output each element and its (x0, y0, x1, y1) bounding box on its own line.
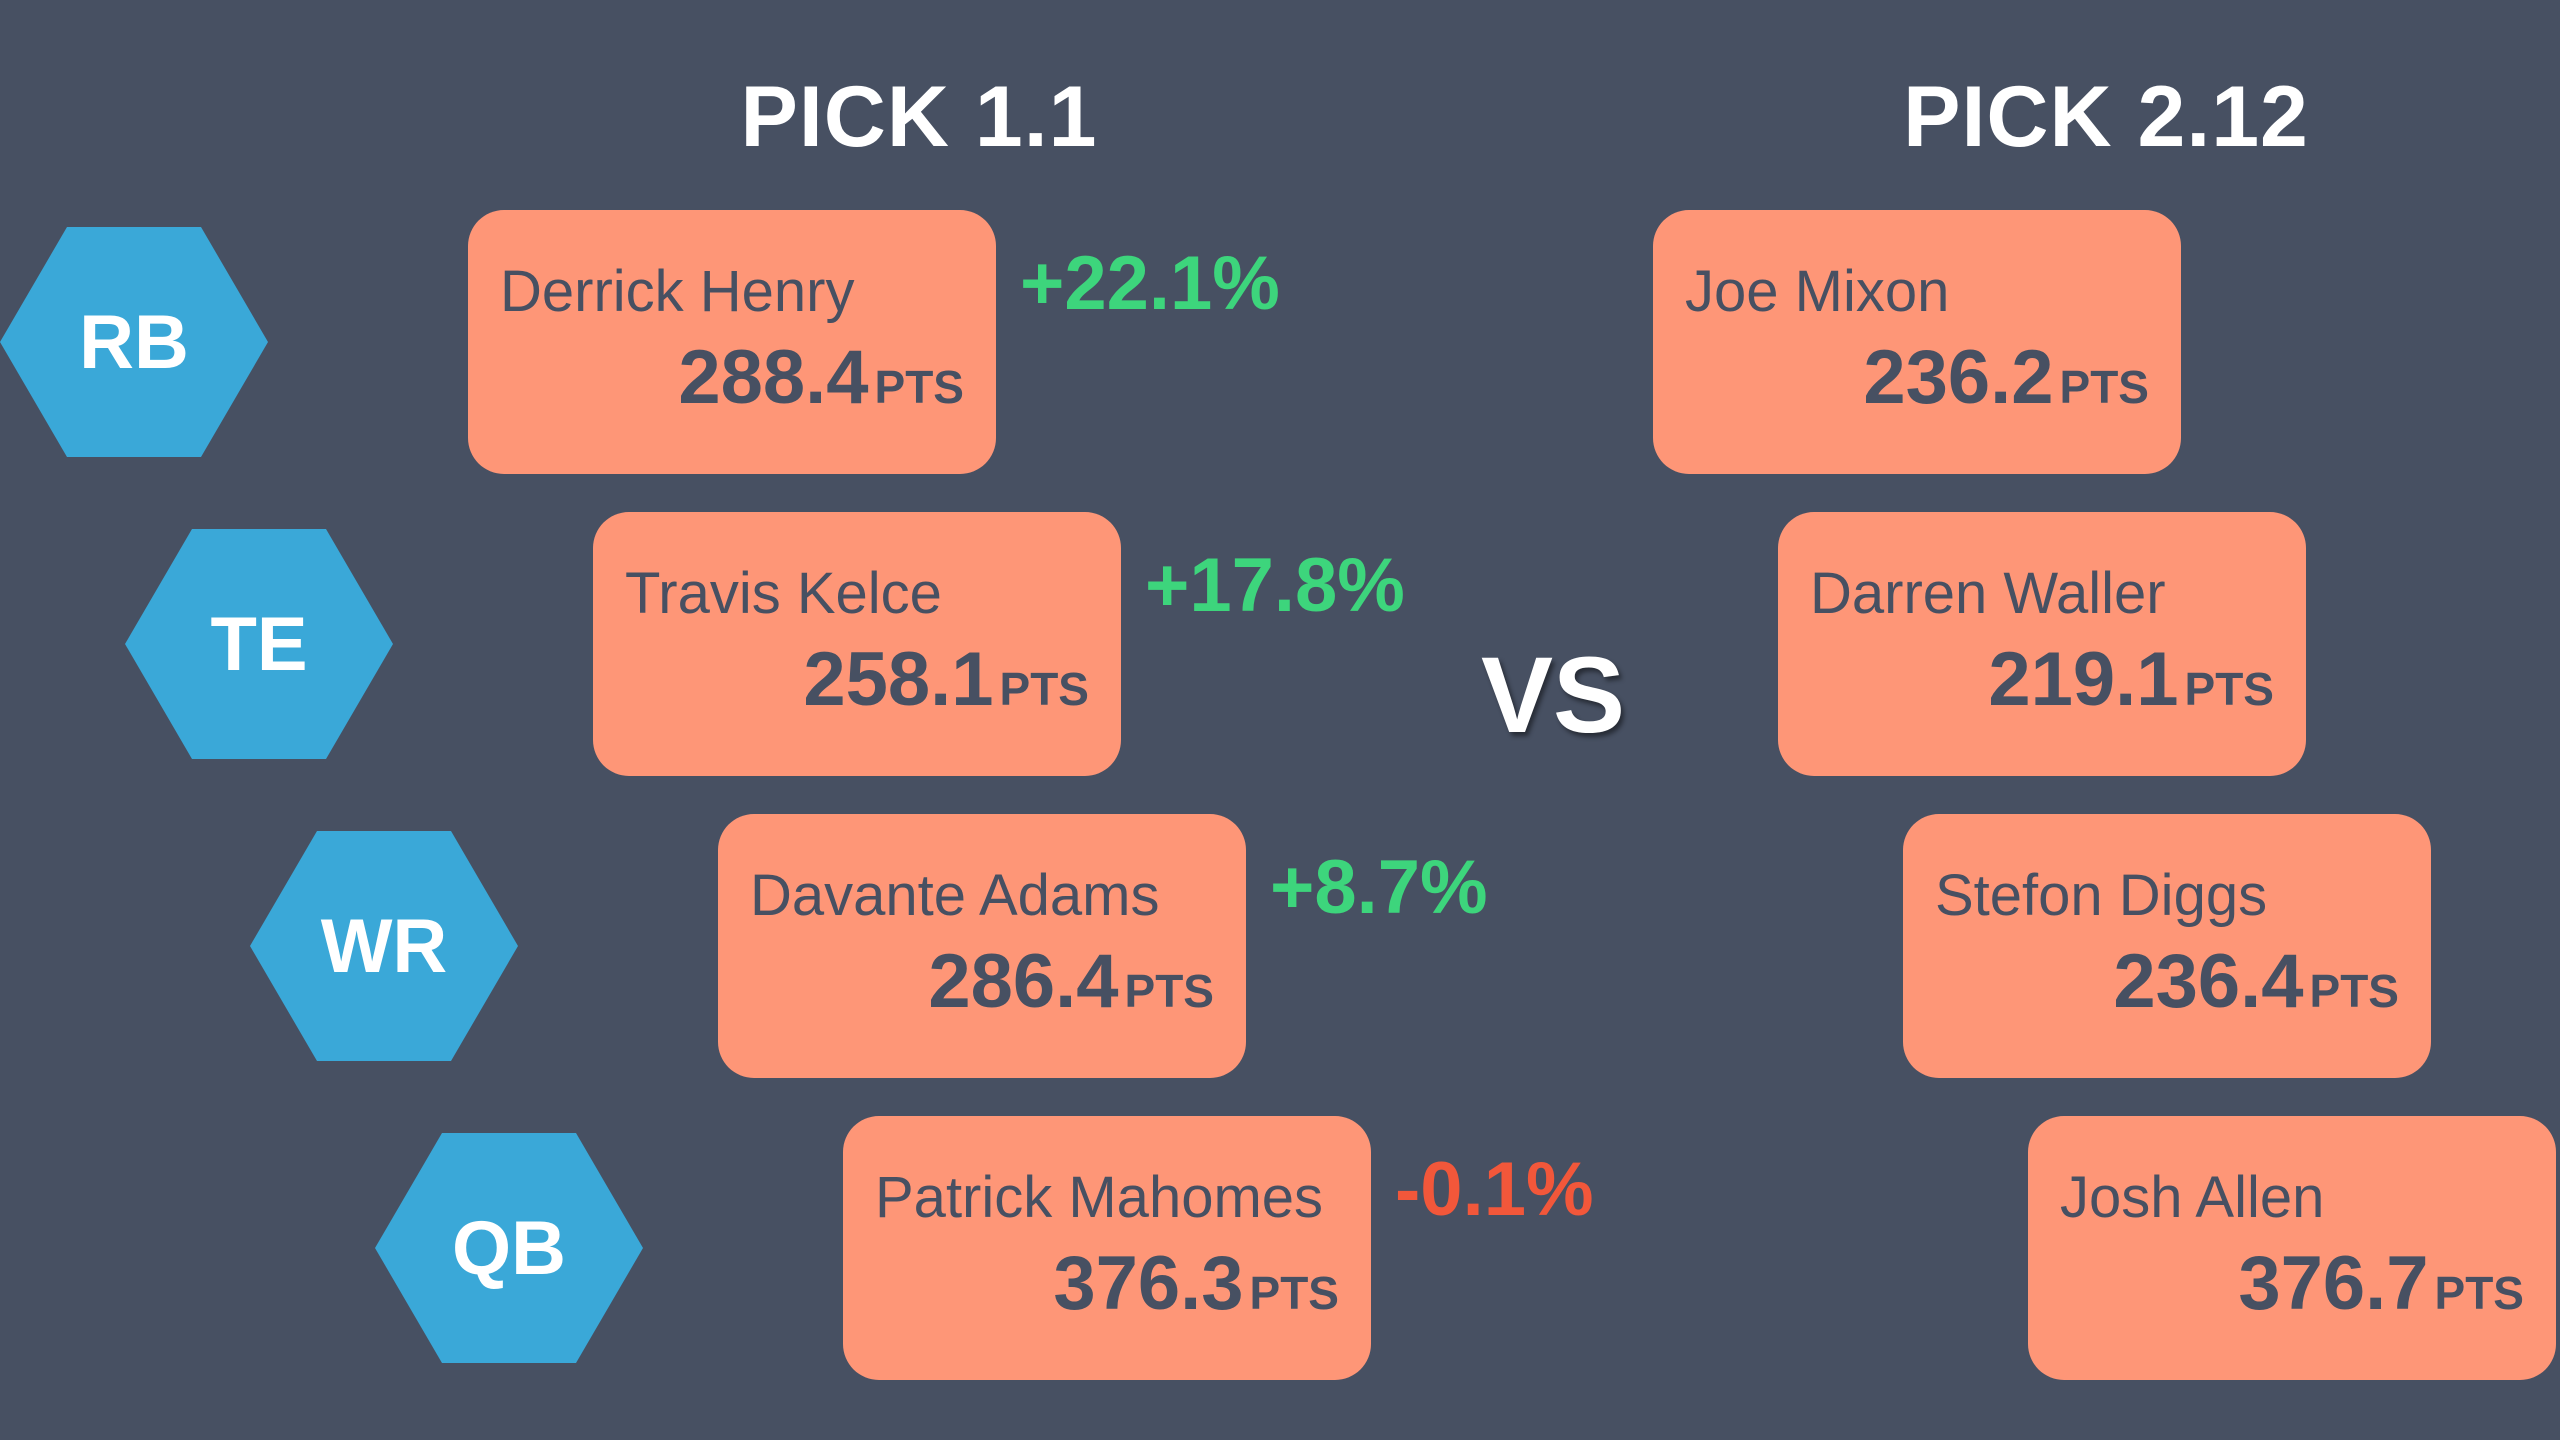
points-difference: +8.7% (1270, 845, 1488, 930)
player-name: Derrick Henry (500, 259, 855, 324)
player-points: 258.1 PTS (803, 636, 1089, 723)
position-hexagon-rb: RB (0, 227, 268, 457)
points-unit: PTS (999, 663, 1089, 715)
player-points: 288.4 PTS (678, 334, 964, 421)
player-points: 376.3 PTS (1053, 1240, 1339, 1327)
points-value: 376.7 (2238, 1241, 2429, 1326)
player-name: Darren Waller (1810, 561, 2166, 626)
right-player-card: Darren Waller 219.1 PTS (1778, 512, 2306, 776)
player-points: 376.7 PTS (2238, 1240, 2524, 1327)
points-value: 236.4 (2113, 939, 2304, 1024)
position-label: QB (452, 1205, 566, 1291)
player-name: Josh Allen (2060, 1165, 2325, 1230)
points-value: 219.1 (1988, 637, 2179, 722)
points-difference: -0.1% (1395, 1147, 1594, 1232)
left-player-card: Patrick Mahomes 376.3 PTS (843, 1116, 1371, 1380)
player-points: 236.2 PTS (1863, 334, 2149, 421)
player-points: 236.4 PTS (2113, 938, 2399, 1025)
points-value: 286.4 (928, 939, 1119, 1024)
position-hexagon-te: TE (125, 529, 393, 759)
player-points: 219.1 PTS (1988, 636, 2274, 723)
player-name: Patrick Mahomes (875, 1165, 1324, 1230)
player-name: Travis Kelce (625, 561, 942, 626)
points-value: 376.3 (1053, 1241, 1244, 1326)
position-label: WR (320, 903, 448, 989)
points-difference: +22.1% (1020, 241, 1280, 326)
points-unit: PTS (1249, 1267, 1339, 1319)
left-player-card: Davante Adams 286.4 PTS (718, 814, 1246, 1078)
player-name: Davante Adams (750, 863, 1160, 928)
left-player-card: Travis Kelce 258.1 PTS (593, 512, 1121, 776)
player-points: 286.4 PTS (928, 938, 1214, 1025)
points-unit: PTS (2059, 361, 2149, 413)
position-hexagon-qb: QB (375, 1133, 643, 1363)
player-name: Joe Mixon (1685, 259, 1950, 324)
points-unit: PTS (2309, 965, 2399, 1017)
points-value: 288.4 (678, 335, 869, 420)
header-pick-right: PICK 2.12 (1903, 69, 2309, 165)
points-value: 236.2 (1863, 335, 2054, 420)
points-unit: PTS (2184, 663, 2274, 715)
right-player-card: Joe Mixon 236.2 PTS (1653, 210, 2181, 474)
points-unit: PTS (2434, 1267, 2524, 1319)
position-label: RB (79, 299, 189, 385)
header-pick-left: PICK 1.1 (740, 69, 1098, 165)
player-name: Stefon Diggs (1935, 863, 2268, 928)
position-label: TE (210, 601, 308, 687)
points-unit: PTS (874, 361, 964, 413)
points-value: 258.1 (803, 637, 994, 722)
left-player-card: Derrick Henry 288.4 PTS (468, 210, 996, 474)
right-player-card: Josh Allen 376.7 PTS (2028, 1116, 2556, 1380)
points-unit: PTS (1124, 965, 1214, 1017)
vs-label: VS (1480, 634, 1626, 755)
position-hexagon-wr: WR (250, 831, 518, 1061)
right-player-card: Stefon Diggs 236.4 PTS (1903, 814, 2431, 1078)
points-difference: +17.8% (1145, 543, 1405, 628)
